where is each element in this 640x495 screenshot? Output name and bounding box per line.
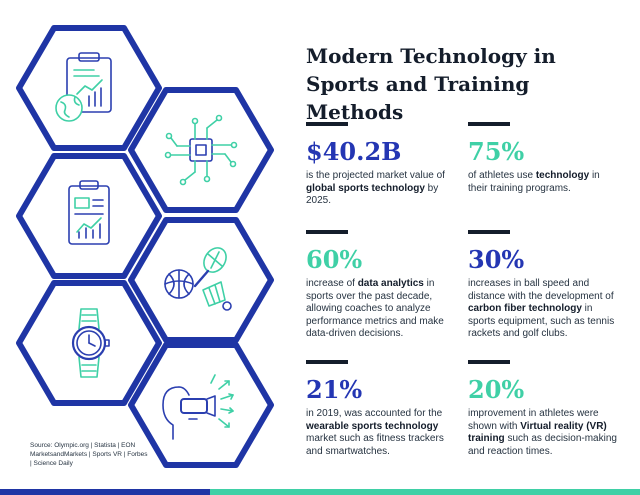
stat-value: 30% — [468, 245, 525, 274]
stat-value: $40.2B — [306, 137, 402, 166]
divider-bar — [468, 122, 510, 126]
stat-value: 75% — [468, 137, 525, 166]
title-line-2: Sports and Training Methods — [306, 72, 530, 124]
title-line-1: Modern Technology in — [306, 44, 556, 68]
vr-headset-icon — [162, 374, 234, 440]
stat-value: 60% — [306, 245, 363, 274]
stat-value: 20% — [468, 375, 525, 404]
stat-market-value: $40.2B is the projected market value of … — [306, 122, 456, 208]
divider-bar — [306, 360, 348, 364]
footer-bar-navy — [0, 489, 210, 495]
stat-description: increases in ball speed and distance wit… — [468, 278, 615, 339]
divider-bar — [306, 122, 348, 126]
stat-data-analytics: 60% increase of data analytics in sports… — [306, 230, 456, 341]
footer-bar — [0, 489, 640, 495]
hexagon-illustration — [0, 0, 300, 495]
clipboard-report-icon — [68, 180, 110, 245]
divider-bar — [468, 360, 510, 364]
stat-athletes-technology: 75% of athletes use technology in their … — [468, 122, 618, 195]
source-note: Source: Olympic.org | Statista | EON Mar… — [30, 442, 148, 467]
stat-wearable-technology: 21% in 2019, was accounted for the weara… — [306, 360, 456, 458]
tennis-racket-ball-shuttlecock-icon — [164, 247, 232, 311]
page-title: Modern Technology in Sports and Training… — [306, 42, 626, 126]
stat-carbon-fiber: 30% increases in ball speed and distance… — [468, 230, 618, 341]
smartwatch-icon — [71, 308, 110, 378]
stat-description: in 2019, was accounted for the wearable … — [306, 408, 444, 457]
stat-description: of athletes use technology in their trai… — [468, 170, 600, 194]
stat-description: improvement in athletes were shown with … — [468, 408, 617, 457]
footer-bar-teal — [210, 489, 640, 495]
stat-description: is the projected market value of global … — [306, 170, 445, 206]
divider-bar — [468, 230, 510, 234]
stat-vr-training: 20% improvement in athletes were shown w… — [468, 360, 618, 458]
clipboard-chart-globe-icon — [55, 52, 112, 122]
stat-description: increase of data analytics in sports ove… — [306, 278, 444, 339]
divider-bar — [306, 230, 348, 234]
microchip-circuit-icon — [164, 114, 238, 186]
stat-value: 21% — [306, 375, 363, 404]
